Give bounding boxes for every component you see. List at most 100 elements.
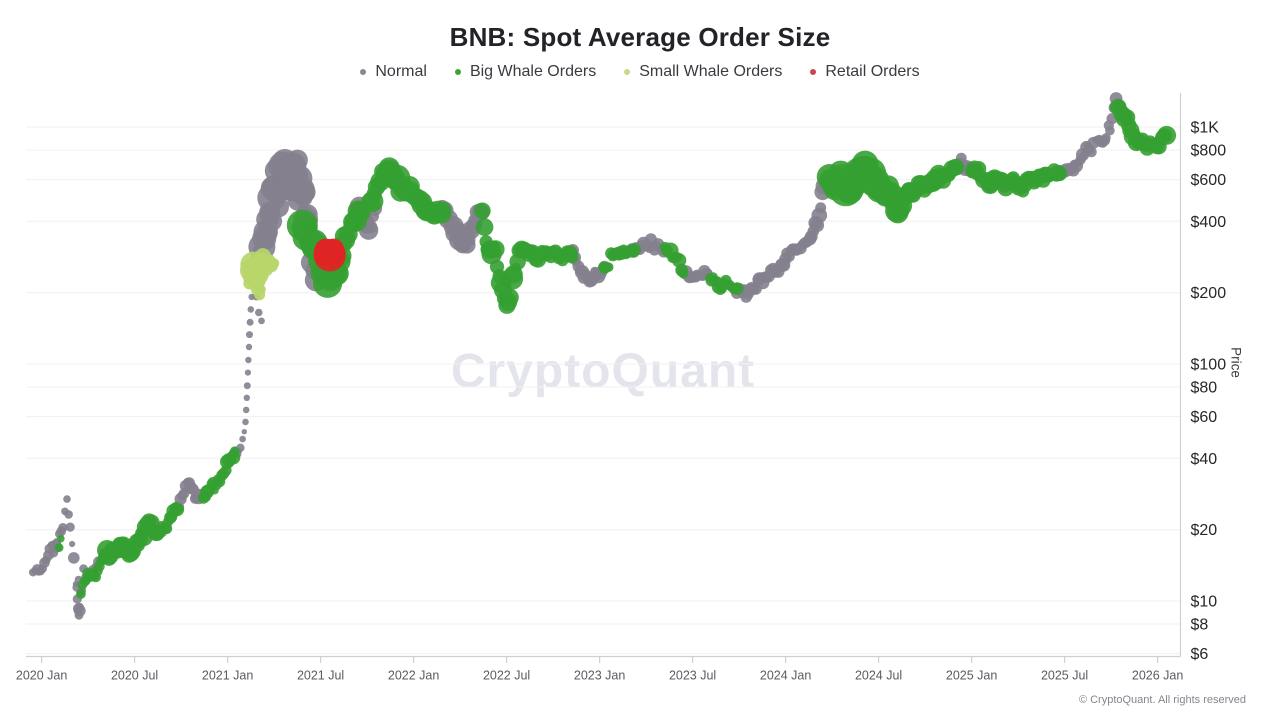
x-tick-label: 2022 Jan xyxy=(388,669,439,683)
data-point xyxy=(242,418,249,426)
data-point xyxy=(74,604,86,617)
data-point xyxy=(243,382,251,390)
legend-marker-icon xyxy=(810,69,817,75)
data-point xyxy=(254,308,263,317)
legend-item-big-whale-orders[interactable]: Big Whale Orders xyxy=(454,63,597,81)
data-point xyxy=(323,238,344,259)
y-tick-label: $1K xyxy=(1191,120,1220,137)
data-point xyxy=(241,429,247,435)
series-small-whale-orders xyxy=(240,248,280,301)
legend-label: Big Whale Orders xyxy=(469,63,597,80)
data-point xyxy=(246,318,254,326)
y-tick-label: $40 xyxy=(1191,451,1218,468)
data-point xyxy=(1105,125,1115,136)
data-point xyxy=(565,250,579,264)
data-point xyxy=(170,503,185,517)
x-tick-label: 2022 Jul xyxy=(483,669,530,683)
data-point xyxy=(678,268,689,279)
data-point xyxy=(1157,125,1177,145)
x-axis-ticks-group: 2020 Jan 2020 Jul 2021 Jan 2021 Jul 2022 Jan… xyxy=(16,656,1183,683)
data-point xyxy=(364,220,378,234)
legend-item-normal[interactable]: Normal xyxy=(360,63,427,81)
x-tick-label: 2025 Jul xyxy=(1041,669,1088,683)
data-point xyxy=(435,201,452,218)
data-point xyxy=(258,317,265,325)
data-point xyxy=(230,446,240,456)
chart-title: BNB: Spot Average Order Size xyxy=(449,22,831,52)
y-axis-title: Price xyxy=(1228,347,1244,378)
y-tick-label: $600 xyxy=(1191,172,1227,189)
data-point xyxy=(54,543,64,552)
legend-label: Normal xyxy=(375,63,427,80)
x-tick-label: 2023 Jan xyxy=(574,669,625,683)
data-point xyxy=(1086,146,1097,158)
legend-label: Retail Orders xyxy=(825,63,920,80)
y-tick-label: $800 xyxy=(1191,143,1227,160)
chart-legend: Normal Big Whale Orders Small Whale Orders… xyxy=(0,63,1280,81)
data-point xyxy=(76,589,86,599)
data-point xyxy=(247,306,255,313)
data-point xyxy=(603,262,614,273)
data-point xyxy=(815,202,827,214)
data-point xyxy=(263,235,273,245)
legend-item-retail-orders[interactable]: Retail Orders xyxy=(810,63,920,81)
y-tick-label: $6 xyxy=(1191,646,1209,663)
x-tick-label: 2020 Jan xyxy=(16,669,67,683)
data-point xyxy=(64,510,73,519)
copyright-notice: © CryptoQuant. All rights reserved xyxy=(1078,694,1246,706)
x-tick-label: 2020 Jul xyxy=(111,669,158,683)
y-tick-label: $200 xyxy=(1191,285,1227,302)
scatter-points-group xyxy=(28,92,1177,620)
x-tick-label: 2025 Jan xyxy=(946,669,997,683)
x-tick-label: 2024 Jul xyxy=(855,669,902,683)
data-point xyxy=(239,435,246,443)
legend-item-small-whale-orders[interactable]: Small Whale Orders xyxy=(624,63,782,81)
legend-marker-icon xyxy=(624,69,631,75)
legend-marker-icon xyxy=(360,69,367,75)
data-point xyxy=(68,552,80,564)
data-point xyxy=(1101,133,1111,143)
y-tick-label: $8 xyxy=(1191,617,1209,634)
data-point xyxy=(58,523,68,533)
data-point xyxy=(474,202,491,220)
data-point xyxy=(295,182,316,203)
series-retail-orders xyxy=(313,238,346,272)
y-tick-label: $20 xyxy=(1191,522,1218,539)
data-point xyxy=(947,158,965,176)
data-point xyxy=(245,356,252,364)
x-tick-label: 2023 Jul xyxy=(669,669,716,683)
data-point xyxy=(57,535,65,543)
data-point xyxy=(245,343,253,351)
data-point xyxy=(65,522,75,532)
data-point xyxy=(486,240,505,259)
data-point xyxy=(244,369,251,376)
data-point xyxy=(246,331,253,339)
y-tick-label: $10 xyxy=(1191,594,1218,611)
y-tick-label: $80 xyxy=(1191,380,1218,397)
x-tick-label: 2021 Jan xyxy=(202,669,253,683)
series-big-whale-orders xyxy=(54,98,1177,599)
data-point xyxy=(286,149,308,171)
y-tick-label: $60 xyxy=(1191,409,1218,426)
x-tick-label: 2026 Jan xyxy=(1132,669,1183,683)
data-point xyxy=(63,495,71,503)
gridlines-group xyxy=(26,126,1181,655)
x-tick-label: 2024 Jan xyxy=(760,669,811,683)
data-point xyxy=(256,284,266,295)
data-point xyxy=(268,258,280,269)
legend-marker-icon xyxy=(454,69,461,75)
data-point xyxy=(628,243,641,256)
y-tick-label: $100 xyxy=(1191,357,1227,374)
x-tick-label: 2021 Jul xyxy=(297,669,344,683)
data-point xyxy=(731,282,744,295)
data-point xyxy=(1053,167,1067,182)
y-tick-label: $400 xyxy=(1191,214,1227,231)
y-axis-labels-group: $1K $800 $600 $400 $200 $100 $80 $60 $40 $20 $10 $8… xyxy=(1191,120,1227,664)
data-point xyxy=(242,406,250,414)
legend-label: Small Whale Orders xyxy=(639,63,783,80)
data-point xyxy=(69,540,76,548)
data-point xyxy=(475,218,494,236)
data-point xyxy=(501,288,519,307)
